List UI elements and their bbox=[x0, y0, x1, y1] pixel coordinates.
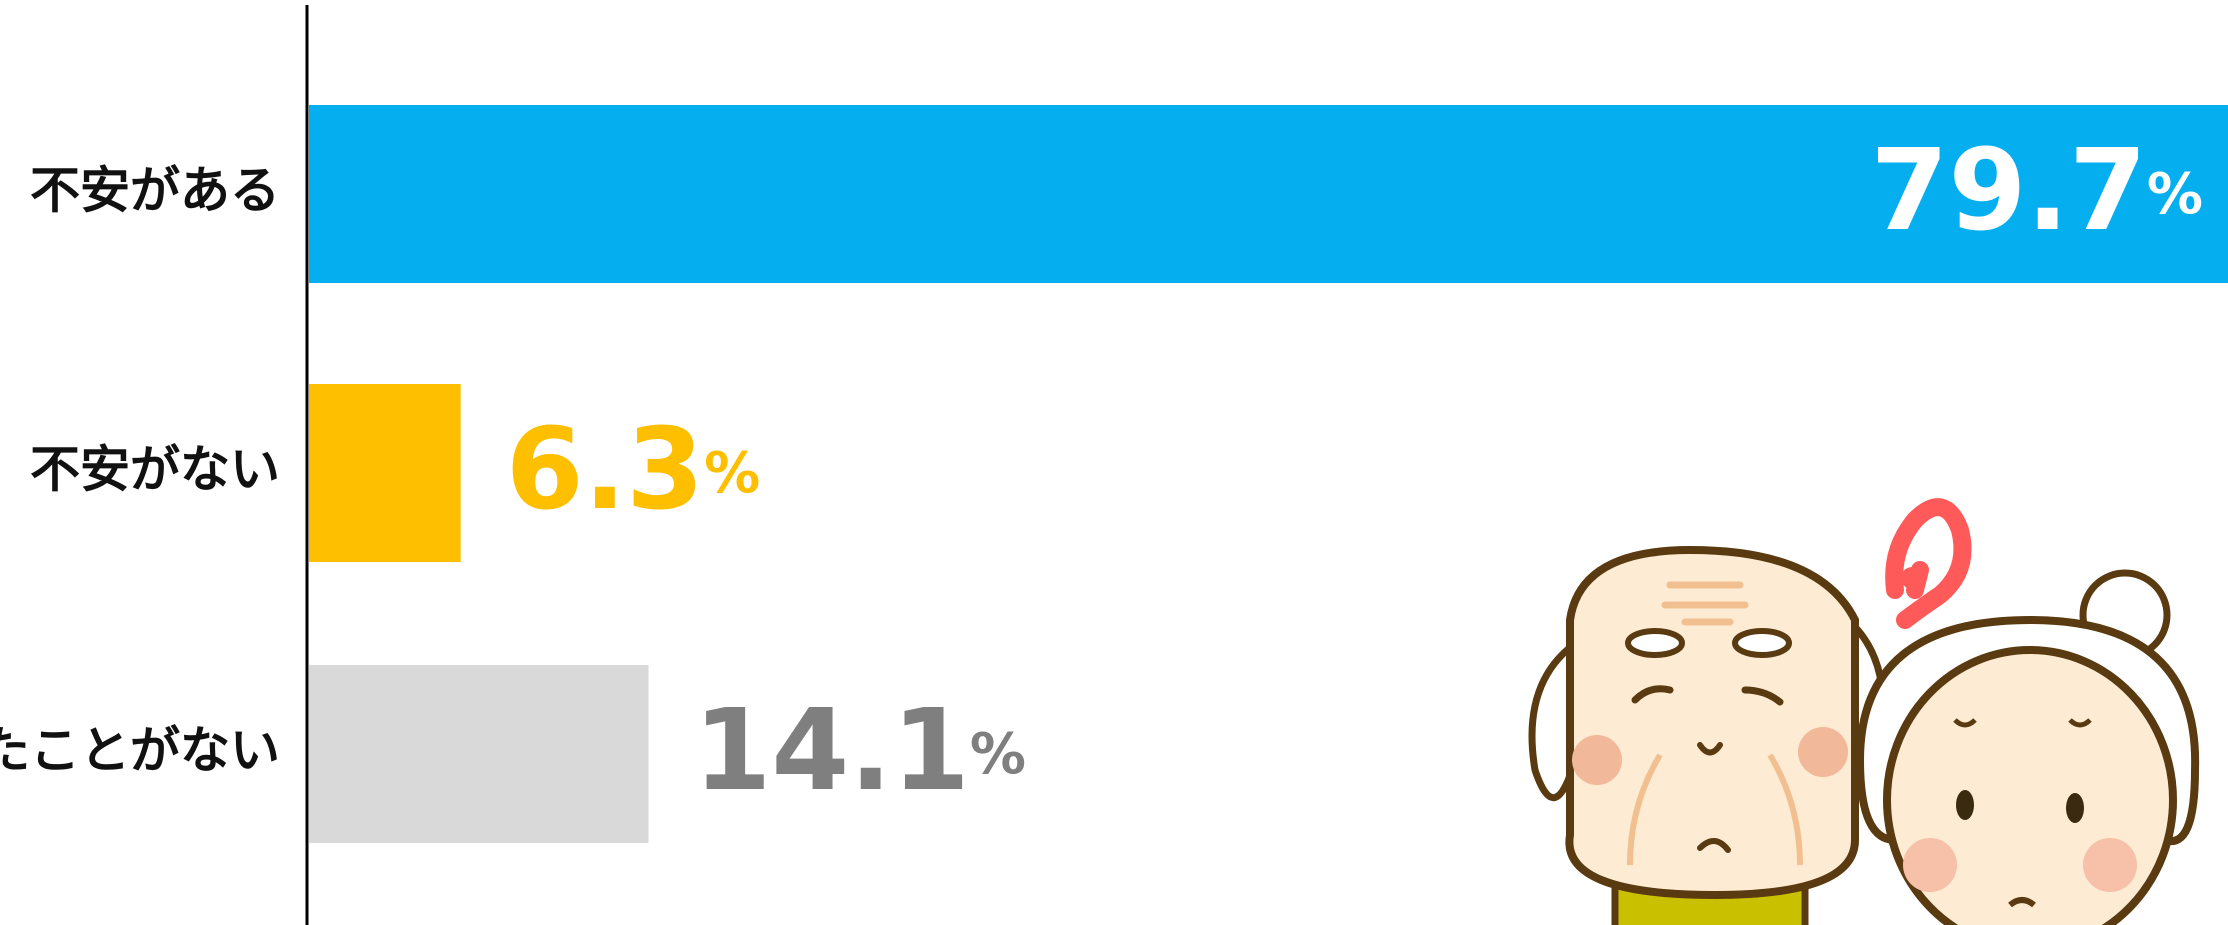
category-label: 不安がある bbox=[30, 162, 280, 220]
illustration bbox=[1532, 507, 2195, 925]
category-label: 不安がない bbox=[30, 441, 280, 499]
category-label: 考えたことがない bbox=[0, 722, 280, 780]
bar bbox=[309, 384, 461, 562]
value-label: 6.3% bbox=[506, 405, 761, 535]
value-label: 14.1% bbox=[693, 686, 1025, 816]
chart: 不安がある79.7%不安がない6.3%考えたことがない14.1% bbox=[0, 0, 2228, 925]
bar bbox=[309, 665, 648, 843]
